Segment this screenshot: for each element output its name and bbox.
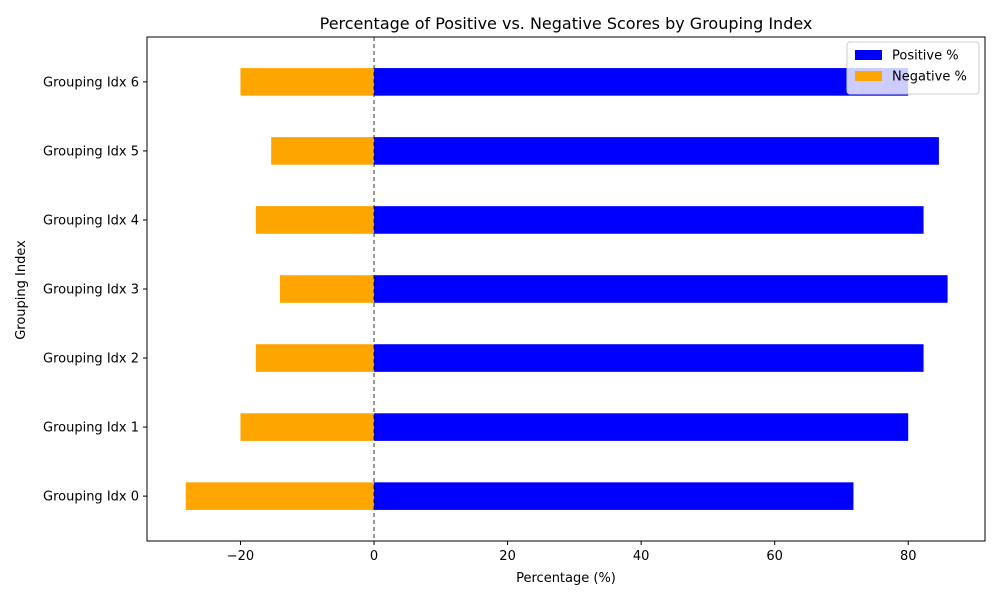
x-tick-label-4: 60 [766,549,783,564]
positive-bar-5 [374,137,939,165]
x-axis-label: Percentage (%) [516,571,616,586]
legend-swatch-1 [855,71,882,81]
legend-label-0: Positive % [892,49,959,64]
negative-bar-1 [240,413,375,441]
negative-bar-6 [240,68,375,96]
positive-bar-0 [374,482,854,510]
y-tick-label-3: Grouping Idx 3 [43,283,139,298]
negative-bar-5 [271,137,375,165]
x-tick-label-3: 40 [633,549,650,564]
x-tick-label-5: 80 [900,549,917,564]
x-tick-label-1: 0 [370,549,378,564]
positive-bar-2 [374,344,924,372]
x-tick-label-2: 20 [499,549,516,564]
chart-title: Percentage of Positive vs. Negative Scor… [320,14,813,33]
x-tick-label-0: −20 [227,549,254,564]
negative-bar-3 [279,275,375,303]
positive-bar-1 [374,413,909,441]
y-tick-label-0: Grouping Idx 0 [43,490,139,505]
positive-bar-4 [374,206,924,234]
positive-bar-6 [374,68,909,96]
legend-label-1: Negative % [892,70,967,85]
negative-bar-2 [255,344,375,372]
y-axis-label: Grouping Index [14,240,29,340]
negative-bar-0 [185,482,375,510]
legend-swatch-0 [855,50,882,60]
negative-bar-4 [255,206,375,234]
y-tick-label-2: Grouping Idx 2 [43,352,139,367]
y-tick-label-5: Grouping Idx 5 [43,144,139,159]
y-tick-label-1: Grouping Idx 1 [43,421,139,436]
y-tick-label-6: Grouping Idx 6 [43,75,139,90]
plot-area: −20 0 20 40 60 80 Grouping Idx 0 Grouping Idx 1… [43,36,986,564]
positive-bar-3 [374,275,948,303]
y-tick-label-4: Grouping Idx 4 [43,213,139,228]
legend: Positive % Negative % [846,41,980,95]
